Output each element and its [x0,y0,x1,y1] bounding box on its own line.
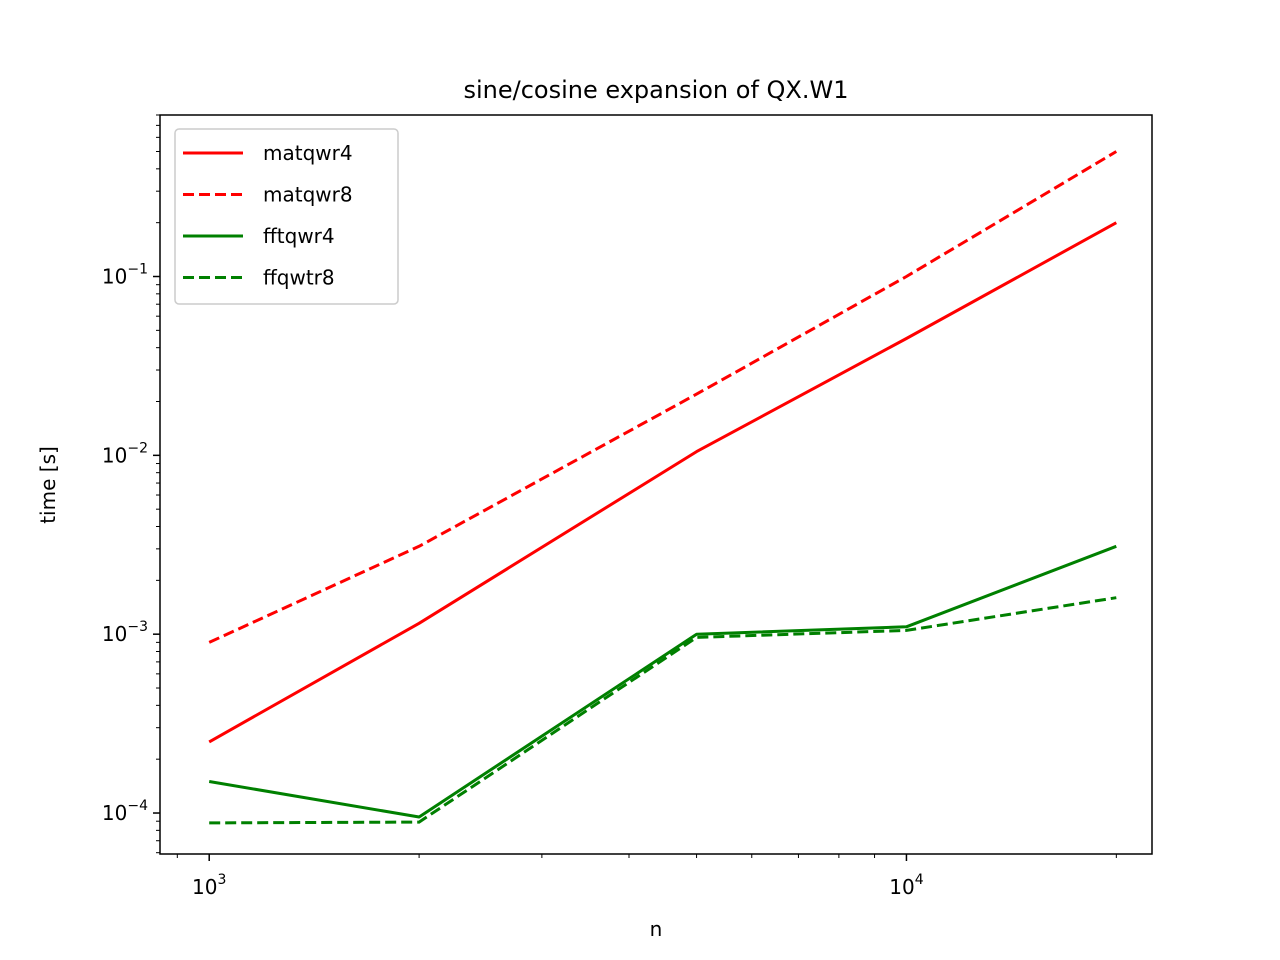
series-line-ffqwtr8 [209,596,1117,825]
legend-label: matqwr4 [263,141,353,165]
legend-label: ffqwtr8 [263,266,335,290]
series-line-matqwr4 [208,221,1118,744]
x-tick-label: 103 [192,872,226,899]
y-tick-label: 10−3 [102,619,148,646]
series-line-fftqwr4 [208,544,1117,819]
x-axis-label: n [650,917,663,941]
series-lines [208,150,1118,825]
legend-label: matqwr8 [263,183,353,207]
y-axis-label: time [s] [36,446,60,524]
legend-label: fftqwr4 [263,224,335,248]
x-tick-label: 104 [889,872,923,899]
y-tick-label: 10−4 [102,798,148,825]
legend: matqwr4 matqwr8 fftqwr4 ffqwtr8 [174,128,399,305]
legend-box [174,128,399,305]
y-axis-ticks: 10−4 10−3 10−2 10−1 [102,262,160,825]
series-line-matqwr8 [208,150,1118,644]
plot-frame [159,114,1153,855]
y-tick-label: 10−2 [102,440,148,467]
x-axis-ticks: 103 104 [192,854,924,899]
y-tick-label: 10−1 [102,262,148,289]
chart-title: sine/cosine expansion of QX.W1 [463,76,848,104]
